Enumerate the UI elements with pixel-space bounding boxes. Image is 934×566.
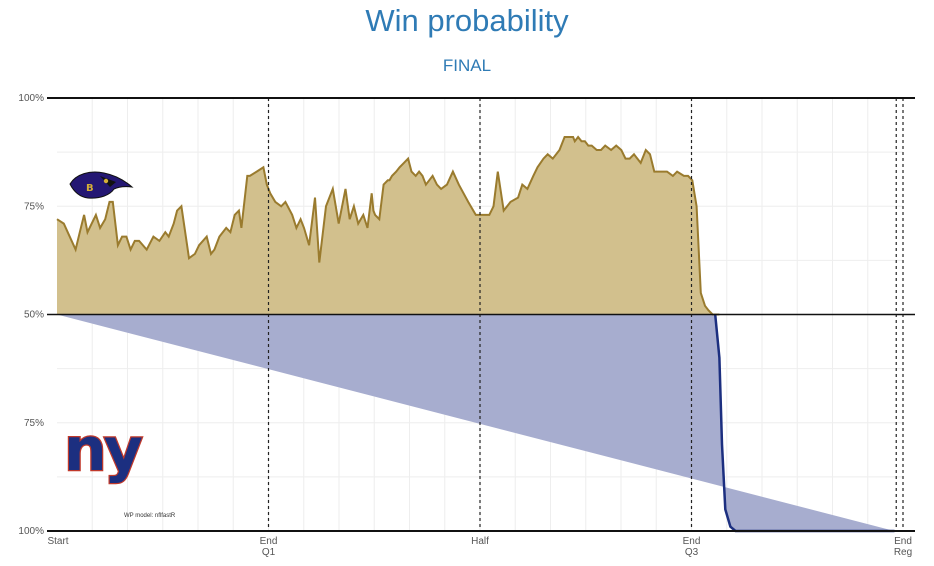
top-team-line (56, 135, 720, 316)
x-tick-label: End (683, 536, 701, 547)
ravens-logo-icon: B (69, 171, 134, 199)
y-tick-label: 100% (18, 93, 44, 104)
y-tick-label: 100% (18, 526, 44, 537)
chart-subtitle: FINAL (442, 56, 492, 75)
giants-logo-icon: ny (63, 414, 147, 487)
x-tick-label: Half (471, 536, 489, 547)
x-tick-label: End (894, 536, 912, 547)
x-tick-label: Start (47, 536, 68, 547)
model-note: WP model: nflfastR (124, 513, 176, 519)
chart-title: Win probability (365, 3, 569, 38)
svg-text:ny: ny (64, 415, 143, 485)
x-tick-label: End (260, 536, 278, 547)
y-axis-ticks: 100% 75% 50% 75% 100% (18, 93, 44, 537)
y-tick-label: 50% (24, 310, 44, 321)
svg-text:B: B (86, 183, 94, 194)
bottom-team-area (57, 314, 895, 531)
x-tick-label-line2: Reg (894, 547, 912, 558)
y-tick-label: 75% (24, 201, 44, 212)
y-tick-label: 75% (24, 418, 44, 429)
x-tick-label-line2: Q3 (685, 547, 699, 558)
x-tick-label-line2: Q1 (262, 547, 276, 558)
top-team-area (57, 137, 895, 315)
